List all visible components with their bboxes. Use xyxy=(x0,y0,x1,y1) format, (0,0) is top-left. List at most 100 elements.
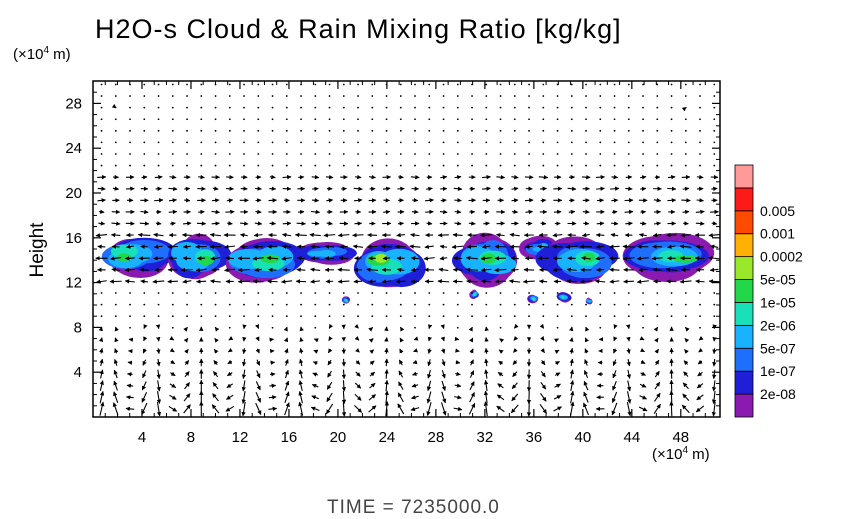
wind-vector xyxy=(528,141,530,144)
wind-vector xyxy=(129,141,131,144)
wind-vector xyxy=(226,383,234,389)
wind-vector xyxy=(228,303,231,306)
cloud-blob xyxy=(451,232,518,288)
wind-vector xyxy=(412,371,418,376)
wind-vector xyxy=(200,292,203,294)
wind-vector xyxy=(285,164,288,167)
wind-vector xyxy=(639,395,647,400)
wind-vector xyxy=(157,164,160,167)
wind-vector xyxy=(499,141,502,144)
wind-vector xyxy=(556,129,559,132)
wind-vector xyxy=(143,292,146,294)
wind-vector xyxy=(313,349,319,354)
wind-vector xyxy=(611,209,618,215)
wind-vector xyxy=(511,186,519,192)
wind-vector xyxy=(100,315,103,318)
wind-vector xyxy=(311,198,320,203)
wind-vector xyxy=(471,141,473,144)
wind-vector xyxy=(428,303,431,306)
wind-vector xyxy=(499,83,502,86)
wind-vector xyxy=(324,244,335,249)
wind-vector xyxy=(214,129,217,132)
wind-vector xyxy=(328,315,331,318)
wind-vector xyxy=(296,256,305,261)
wind-vector xyxy=(242,348,247,355)
wind-vector xyxy=(570,129,573,132)
wind-vector xyxy=(539,323,545,329)
wind-vector xyxy=(368,394,376,401)
wind-vector xyxy=(609,244,620,249)
wind-vector xyxy=(240,232,248,238)
wind-vector xyxy=(399,348,404,354)
wind-vector xyxy=(186,95,188,97)
wind-vector xyxy=(228,153,231,155)
wind-vector xyxy=(156,380,161,392)
wind-vector xyxy=(642,83,644,86)
wind-vector xyxy=(252,256,264,261)
wind-vector xyxy=(454,395,462,400)
wind-vector xyxy=(100,118,103,121)
wind-vector xyxy=(471,153,473,155)
wind-vector xyxy=(494,279,506,284)
wind-vector xyxy=(214,315,217,318)
wind-vector xyxy=(684,153,687,155)
wind-vector xyxy=(439,209,448,215)
wind-vector xyxy=(371,83,374,86)
wind-vector xyxy=(699,106,701,109)
wind-vector xyxy=(243,106,245,109)
wind-vector xyxy=(652,232,662,238)
wind-vector xyxy=(268,406,278,412)
wind-vector xyxy=(595,256,605,261)
cloud-cell xyxy=(110,244,138,259)
wind-vector xyxy=(140,279,148,284)
wind-vector xyxy=(656,164,659,167)
wind-vector xyxy=(626,380,632,392)
wind-vector xyxy=(298,401,304,416)
wind-vector xyxy=(298,390,303,404)
wind-vector xyxy=(399,83,402,86)
wind-vector xyxy=(498,360,504,366)
wind-vector xyxy=(186,315,188,318)
wind-vector xyxy=(599,95,602,97)
wind-vector xyxy=(212,393,219,402)
wind-vector xyxy=(284,380,290,391)
y-tick-label: 16 xyxy=(65,230,82,247)
wind-vector xyxy=(585,83,587,86)
wind-vector xyxy=(314,106,317,109)
wind-vector xyxy=(426,221,433,226)
wind-vector xyxy=(271,106,274,109)
wind-vector xyxy=(114,315,117,318)
wind-vector xyxy=(499,106,502,109)
wind-vector xyxy=(665,267,677,272)
wind-vector xyxy=(97,186,106,191)
wind-vector xyxy=(142,370,147,379)
wind-vector xyxy=(243,164,245,167)
wind-vector xyxy=(599,129,602,132)
wind-vector xyxy=(157,141,160,144)
colorbar-swatch xyxy=(734,347,754,372)
wind-vector xyxy=(570,106,573,109)
wind-vector xyxy=(411,383,419,388)
wind-vector xyxy=(143,315,146,318)
wind-vector xyxy=(141,381,147,391)
wind-vector xyxy=(528,315,530,318)
wind-vector xyxy=(455,348,460,353)
colorbar-label: 0.005 xyxy=(760,203,795,219)
wind-vector xyxy=(314,141,317,144)
wind-vector xyxy=(211,198,220,203)
cloud-cell xyxy=(673,255,698,263)
wind-vector xyxy=(170,359,176,365)
wind-vector xyxy=(283,337,289,343)
wind-vector xyxy=(497,371,504,377)
wind-vector xyxy=(357,292,359,294)
wind-vector xyxy=(396,232,405,238)
wind-vector xyxy=(243,315,245,318)
wind-vector xyxy=(186,153,188,155)
wind-vector xyxy=(414,315,416,318)
wind-vector xyxy=(200,164,203,167)
wind-vector xyxy=(100,164,103,167)
wind-vector xyxy=(111,267,120,273)
wind-vector xyxy=(285,141,288,144)
wind-vector xyxy=(385,129,388,132)
wind-vector xyxy=(341,369,347,380)
